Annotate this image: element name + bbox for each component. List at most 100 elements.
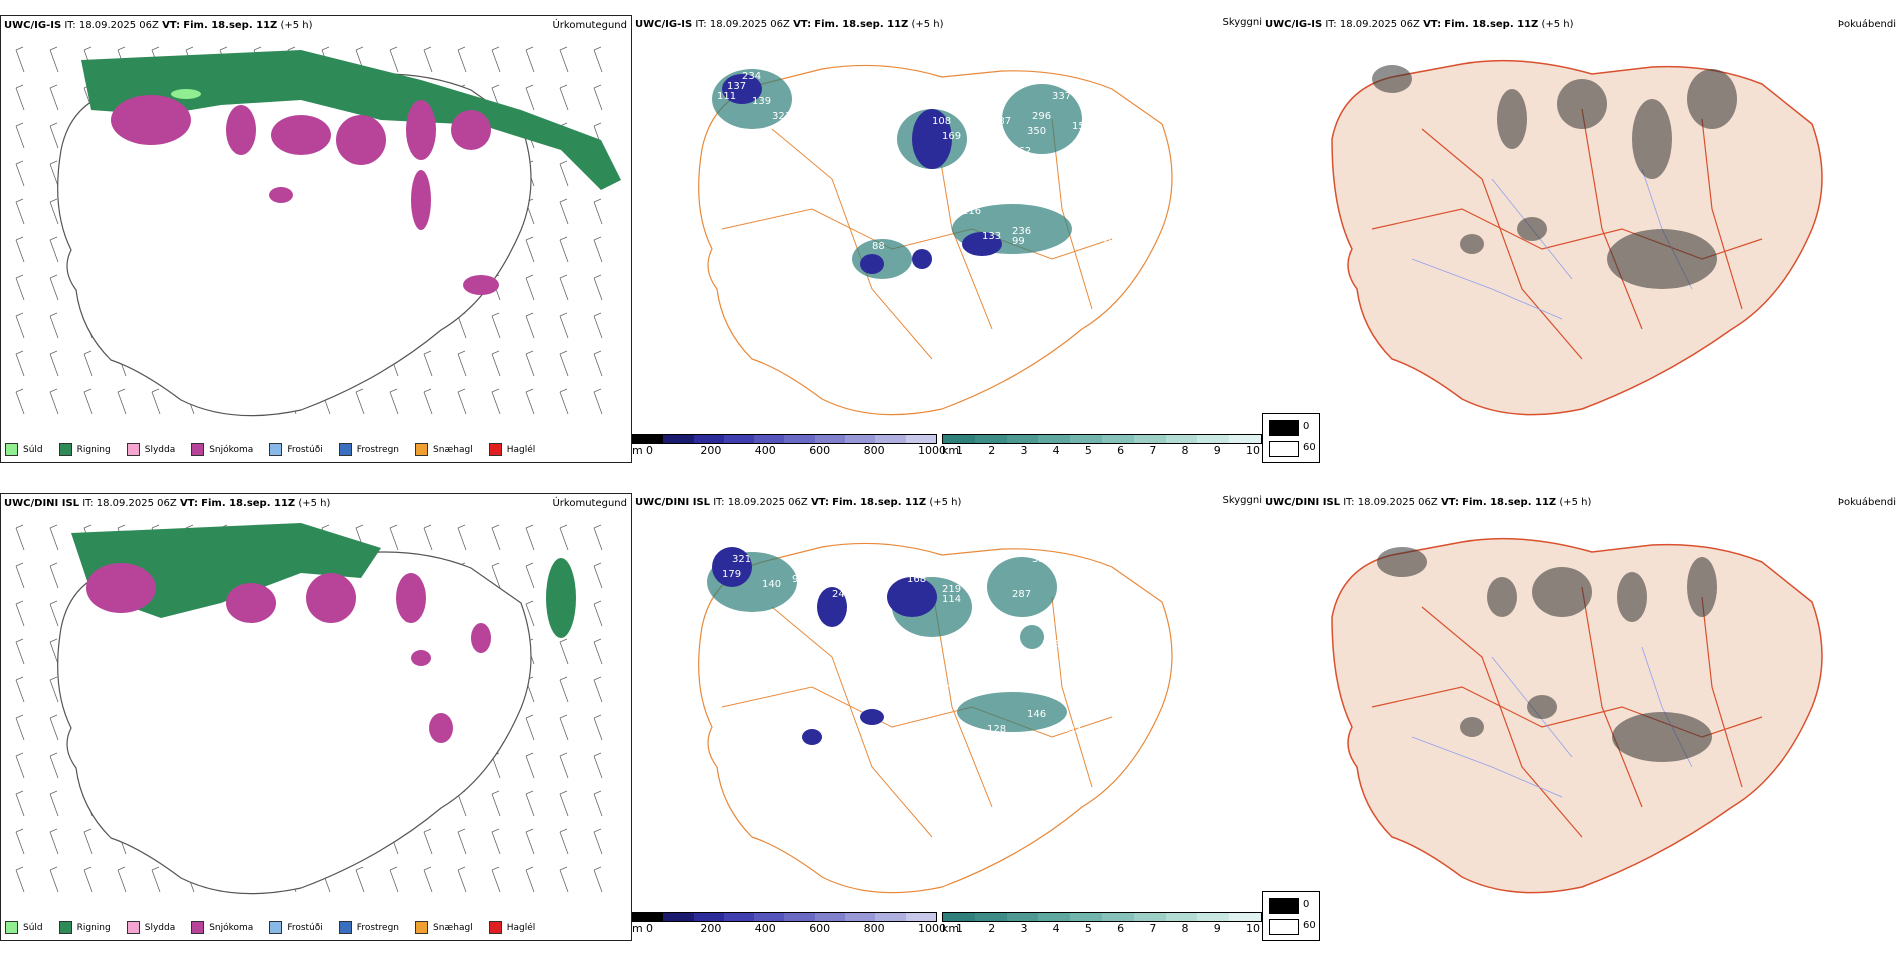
wind-barb bbox=[593, 562, 603, 589]
ceiling-label: 99 bbox=[1012, 236, 1025, 247]
bar-segment bbox=[845, 913, 876, 921]
bar-tick-label: 6 bbox=[1117, 444, 1125, 457]
wind-barb bbox=[559, 638, 569, 665]
wind-barb bbox=[525, 236, 535, 263]
ceiling-label: 234 bbox=[742, 71, 761, 82]
bar-tick-label: 9 bbox=[1213, 922, 1221, 935]
ceiling-label: 114 bbox=[942, 594, 961, 605]
precip-type-map bbox=[15, 46, 621, 417]
wind-barb bbox=[49, 790, 59, 817]
wind-barb bbox=[15, 638, 25, 665]
legend-swatch bbox=[415, 443, 429, 456]
ceiling-label: 236 bbox=[1012, 226, 1031, 237]
wind-barb bbox=[593, 752, 603, 779]
precip-type-map bbox=[15, 523, 603, 895]
wind-barb bbox=[593, 198, 603, 225]
bar-tick-label: 400 bbox=[754, 444, 776, 457]
fog-swatch-60 bbox=[1269, 919, 1299, 935]
wind-barb bbox=[593, 236, 603, 263]
wind-barb bbox=[559, 790, 569, 817]
ceiling-label: 296 bbox=[1032, 111, 1051, 122]
visibility-colorbar-top: km 1 2 3 4 5 6 7 8 9 10 bbox=[942, 434, 1262, 466]
bar-tick-label: 0 bbox=[646, 444, 653, 457]
ceiling-label: 154 bbox=[1072, 121, 1091, 132]
wind-barb bbox=[83, 388, 93, 415]
legend-swatch bbox=[338, 921, 352, 934]
bar-segment bbox=[814, 913, 846, 921]
wind-barb bbox=[389, 866, 399, 893]
wind-barb bbox=[457, 46, 467, 73]
wind-barb bbox=[525, 790, 535, 817]
wind-barb bbox=[15, 866, 25, 893]
wind-barb bbox=[525, 752, 535, 779]
wind-barb bbox=[525, 828, 535, 855]
wind-barb bbox=[49, 312, 59, 339]
wind-barb bbox=[525, 350, 535, 377]
wind-barb bbox=[559, 714, 569, 741]
wind-barb bbox=[491, 866, 501, 893]
wind-barb bbox=[559, 236, 569, 263]
bar-segment bbox=[633, 913, 664, 921]
wind-barb bbox=[559, 388, 569, 415]
bar-segment bbox=[784, 913, 815, 921]
legend-swatch bbox=[488, 443, 502, 456]
bar-tick-label: 1 bbox=[956, 444, 963, 457]
wind-barb bbox=[559, 676, 569, 703]
bar-tick-label: 600 bbox=[809, 922, 831, 935]
wind-barb bbox=[525, 714, 535, 741]
legend-item-haglel: Haglél bbox=[488, 921, 535, 934]
wind-barb bbox=[15, 752, 25, 779]
bar-tick-label: 1000 bbox=[918, 922, 946, 935]
legend-item-slydda: Slydda bbox=[126, 921, 175, 934]
wind-barb bbox=[49, 350, 59, 377]
wind-barb bbox=[593, 388, 603, 415]
bar-tick-label: 4 bbox=[1052, 922, 1060, 935]
legend-swatch bbox=[126, 921, 140, 934]
wind-barb bbox=[559, 198, 569, 225]
bar-segment bbox=[754, 435, 785, 443]
ceiling-label: 233 bbox=[902, 166, 921, 177]
bar-segment bbox=[693, 913, 724, 921]
bar-tick-label: 200 bbox=[700, 922, 722, 935]
wind-barb bbox=[593, 84, 603, 111]
wind-barb bbox=[593, 46, 603, 73]
ceiling-label: 107 bbox=[972, 151, 991, 162]
legend-item-rigning: Rigning bbox=[58, 443, 111, 456]
field-title: Þokuábendi bbox=[1837, 19, 1896, 30]
ceiling-label: 146 bbox=[1027, 709, 1046, 720]
bar-tick-label: 6 bbox=[1117, 922, 1125, 935]
bar-tick-label: 3 bbox=[1020, 444, 1028, 457]
wind-barb bbox=[355, 866, 365, 893]
ceiling-label: 267 bbox=[1032, 161, 1051, 172]
bar-segment bbox=[1101, 913, 1134, 921]
wind-barb bbox=[15, 312, 25, 339]
bar-segment bbox=[693, 435, 724, 443]
precip-type-panel-bottom: UWC/DINI ISL IT: 18.09.2025 06Z VT: Fim.… bbox=[0, 493, 632, 941]
bar-segment bbox=[905, 435, 936, 443]
wind-barb bbox=[49, 600, 59, 627]
wind-barb bbox=[491, 790, 501, 817]
bar-tick-label: 7 bbox=[1149, 444, 1157, 457]
wind-barb bbox=[49, 524, 59, 551]
legend-swatch bbox=[126, 443, 140, 456]
wind-barb bbox=[593, 866, 603, 893]
wind-barb bbox=[49, 562, 59, 589]
fog-map bbox=[1331, 59, 1823, 416]
legend-swatch bbox=[191, 921, 205, 934]
wind-barb bbox=[525, 388, 535, 415]
bar-unit: km bbox=[942, 922, 960, 935]
bar-segment bbox=[1070, 435, 1102, 443]
wind-barb bbox=[559, 752, 569, 779]
wind-barb bbox=[15, 198, 25, 225]
bar-tick-label: 2 bbox=[988, 444, 996, 457]
ceiling-label: 168 bbox=[907, 574, 926, 585]
wind-barb bbox=[525, 866, 535, 893]
wind-barb bbox=[15, 600, 25, 627]
wind-barb bbox=[15, 274, 25, 301]
fog-swatch-0 bbox=[1269, 420, 1299, 436]
legend-item-frostregn: Frostregn bbox=[338, 921, 399, 934]
wind-barb bbox=[15, 46, 25, 73]
visibility-panel-top: UWC/IG-IS IT: 18.09.2025 06Z VT: Fim. 18… bbox=[632, 15, 1262, 470]
wind-barb bbox=[423, 524, 433, 551]
